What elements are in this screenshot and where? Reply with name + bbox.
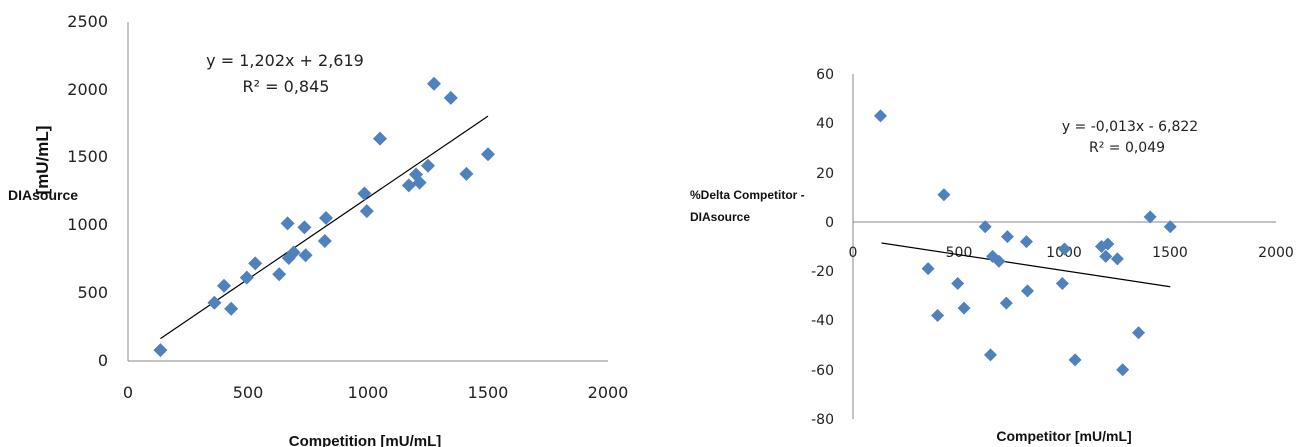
left-data-point: [153, 343, 168, 358]
left-x-tick-label: 1000: [348, 383, 389, 402]
right-data-point: [951, 276, 965, 290]
left-data-point: [297, 220, 312, 235]
right-data-point: [978, 220, 992, 234]
right-x-tick-label: 500: [946, 245, 973, 261]
right-data-point: [992, 254, 1006, 268]
left-data-point: [280, 216, 295, 231]
right-x-tick-label: 0: [849, 245, 858, 261]
left-x-tick-label: 0: [123, 383, 133, 402]
left-data-point: [459, 166, 474, 181]
right-data-point: [1020, 284, 1034, 298]
left-data-point: [207, 295, 222, 310]
right-data-point: [1143, 210, 1157, 224]
right-data-point: [983, 348, 997, 362]
left-data-point: [272, 267, 287, 282]
right-data-point: [1000, 230, 1014, 244]
left-y-tick-label: 2000: [67, 80, 108, 99]
left-x-tick-label: 500: [233, 383, 264, 402]
right-y-tick-label: -20: [811, 264, 834, 280]
right-data-point: [1116, 363, 1130, 377]
right-data-point: [921, 262, 935, 276]
right-data-point: [1055, 276, 1069, 290]
left-y-tick-label: 0: [98, 351, 108, 370]
left-data-point: [286, 245, 301, 260]
right-y-tick-label: -40: [811, 313, 834, 329]
right-chart: -80 -60 -40 -20 0 20 40 60 0 500 1000 15…: [690, 67, 1294, 444]
left-data-point: [359, 204, 374, 219]
left-y-tick-label: 2500: [67, 12, 108, 31]
left-data-point: [217, 278, 231, 293]
left-trendline: [160, 115, 489, 340]
right-x-axis-label: Competitor [mU/mL]: [996, 428, 1131, 444]
left-x-tick-label: 1500: [468, 383, 509, 402]
right-data-point: [957, 301, 971, 315]
right-data-point: [931, 309, 945, 322]
left-data-point: [319, 210, 333, 225]
right-y-tick-label: -80: [811, 412, 834, 428]
right-trend-equation: y = -0,013x - 6,822: [1062, 119, 1198, 135]
right-data-point: [1132, 326, 1146, 340]
left-data-point: [412, 175, 427, 190]
left-data-point: [357, 186, 372, 201]
right-x-tick-label: 2000: [1258, 245, 1294, 261]
right-data-point: [1163, 220, 1177, 234]
left-data-point: [373, 131, 387, 146]
left-data-point: [298, 248, 313, 263]
right-data-point: [1058, 242, 1071, 256]
left-data-point: [401, 178, 416, 193]
left-y-axis-unit: [mU/mL]: [33, 126, 52, 195]
right-y-axis-label-line2: DIAsource: [690, 210, 750, 224]
left-x-tick-label: 2000: [588, 383, 629, 402]
right-y-axis-label-line1: %Delta Competitor -: [690, 188, 805, 202]
left-y-tick-label: 1000: [67, 215, 108, 234]
left-data-point: [248, 256, 263, 271]
right-data-point: [1068, 353, 1082, 367]
right-data-point: [873, 109, 887, 123]
left-y-axis-name: DIAsource: [8, 187, 78, 203]
left-data-point: [239, 270, 254, 285]
left-data-point: [481, 147, 495, 162]
right-data-point: [1099, 249, 1113, 263]
right-data-point: [1110, 252, 1124, 266]
right-data-point: [1019, 235, 1033, 249]
right-data-point: [1101, 237, 1115, 251]
right-y-tick-label: 0: [825, 215, 834, 231]
right-data-point: [937, 188, 951, 202]
right-data-point: [999, 296, 1013, 310]
left-data-point: [443, 90, 458, 105]
left-data-point: [421, 158, 435, 173]
left-data-point: [317, 233, 332, 248]
left-x-axis-label: Competition [mU/mL]: [289, 433, 441, 447]
right-y-tick-label: 60: [816, 67, 834, 83]
right-trendline: [881, 242, 1171, 288]
left-trend-equation: y = 1,202x + 2,619: [206, 51, 364, 70]
left-y-tick-label: 1500: [67, 147, 108, 166]
right-y-tick-label: 40: [816, 116, 834, 132]
left-data-point: [427, 76, 441, 91]
right-y-tick-label: -60: [811, 363, 834, 379]
left-trend-r2: R² = 0,845: [243, 77, 330, 96]
left-chart: 0 500 1000 1500 2000 2500 0 500 1000 150…: [8, 12, 628, 447]
right-y-tick-label: 20: [816, 166, 834, 182]
left-data-point: [224, 301, 239, 316]
left-y-tick-label: 500: [77, 283, 108, 302]
right-x-tick-label: 1500: [1152, 245, 1188, 261]
right-trend-r2: R² = 0,049: [1089, 140, 1165, 156]
